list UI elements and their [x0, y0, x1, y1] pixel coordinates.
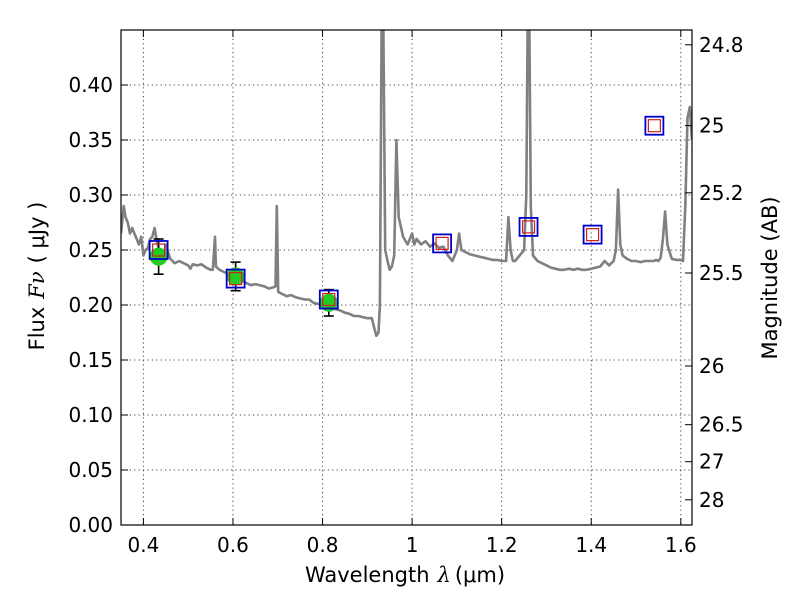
- model-box-inner: [152, 243, 166, 257]
- model-box: [225, 268, 246, 289]
- model-box-inner: [322, 292, 336, 307]
- x-tick-label: 1.2: [486, 533, 518, 557]
- model-sed-line: [121, 30, 692, 338]
- x-axis-label: Wavelength λ (μm): [305, 563, 505, 587]
- y-tick-label: 0.00: [68, 513, 113, 537]
- model-box-inner: [647, 119, 661, 133]
- y2-tick-label: 26.5: [699, 413, 744, 437]
- plot-area: [121, 30, 692, 338]
- model-photometry-boxes: [148, 115, 665, 310]
- y2-tick-label: 26: [699, 354, 724, 378]
- y-axis-left: 0.00 0.05 0.10 0.15 0.20 0.25 0.30 0.35 0.40: [68, 73, 128, 537]
- x-tick-label: 0.6: [217, 533, 249, 557]
- x-axis: 0.4 0.6 0.8 1 1.2 1.4 1.6: [127, 30, 697, 557]
- y2-tick-label: 25.2: [699, 181, 744, 205]
- y-tick-label: 0.15: [68, 348, 113, 372]
- y2-tick-label: 25: [699, 114, 724, 138]
- model-box-inner: [521, 220, 536, 234]
- model-box: [148, 240, 169, 260]
- plot-frame: [120, 29, 693, 526]
- x-tick-label: 1: [406, 533, 419, 557]
- model-box: [582, 224, 603, 245]
- y2-tick-label: 28: [699, 488, 724, 512]
- y-axis-label: FluxFν( μJy ): [25, 202, 49, 351]
- x-tick-label: 1.6: [665, 533, 697, 557]
- y-tick-label: 0.35: [68, 128, 113, 152]
- x-tick-label: 1.4: [575, 533, 607, 557]
- y2-tick-label: 25.5: [699, 261, 744, 285]
- model-box-inner: [229, 272, 243, 286]
- y-tick-label: 0.20: [68, 293, 113, 317]
- model-box: [318, 289, 339, 310]
- y-axis-right: 24.8 25 25.2 25.5 26 26.5 27 28: [685, 33, 744, 512]
- model-box: [644, 115, 665, 136]
- model-box-inner: [435, 236, 449, 250]
- observed-points: [149, 247, 338, 312]
- y2-axis-label: Magnitude (AB): [758, 196, 782, 359]
- y-tick-label: 0.10: [68, 403, 113, 427]
- grid: [121, 30, 692, 526]
- y2-tick-label: 27: [699, 450, 724, 474]
- model-box: [432, 233, 453, 254]
- y-tick-label: 0.30: [68, 183, 113, 207]
- x-tick-label: 0.4: [127, 533, 159, 557]
- y2-tick-label: 24.8: [699, 33, 744, 57]
- x-tick-label: 0.8: [307, 533, 339, 557]
- y-tick-label: 0.05: [68, 458, 113, 482]
- model-box: [518, 216, 539, 237]
- y-tick-label: 0.40: [68, 73, 113, 97]
- model-box-inner: [585, 228, 600, 242]
- y-tick-label: 0.25: [68, 238, 113, 262]
